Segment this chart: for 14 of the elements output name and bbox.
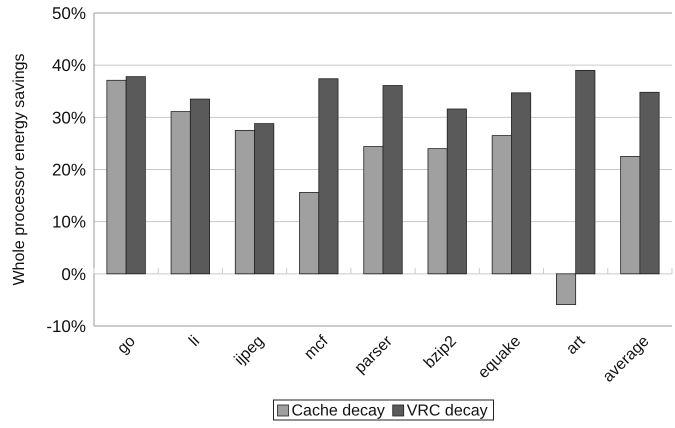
y-tick-label: 10% — [52, 212, 86, 232]
y-tick-label: 40% — [52, 56, 86, 76]
legend-label: Cache decay — [292, 402, 385, 420]
y-tick-label: 20% — [52, 160, 86, 180]
x-tick-label: li — [186, 332, 204, 350]
x-tick-label: art — [563, 332, 589, 358]
x-tick-label: mcf — [301, 332, 332, 364]
x-tick-label: go — [114, 332, 139, 358]
y-axis-title: Whole processor energy savings — [11, 53, 28, 286]
y-tick-label: 50% — [52, 4, 86, 23]
y-tick-label: 30% — [52, 108, 86, 128]
legend-label: VRC decay — [406, 402, 488, 420]
y-tick-label: 0% — [61, 264, 86, 284]
y-tick-label: -10% — [46, 316, 86, 336]
